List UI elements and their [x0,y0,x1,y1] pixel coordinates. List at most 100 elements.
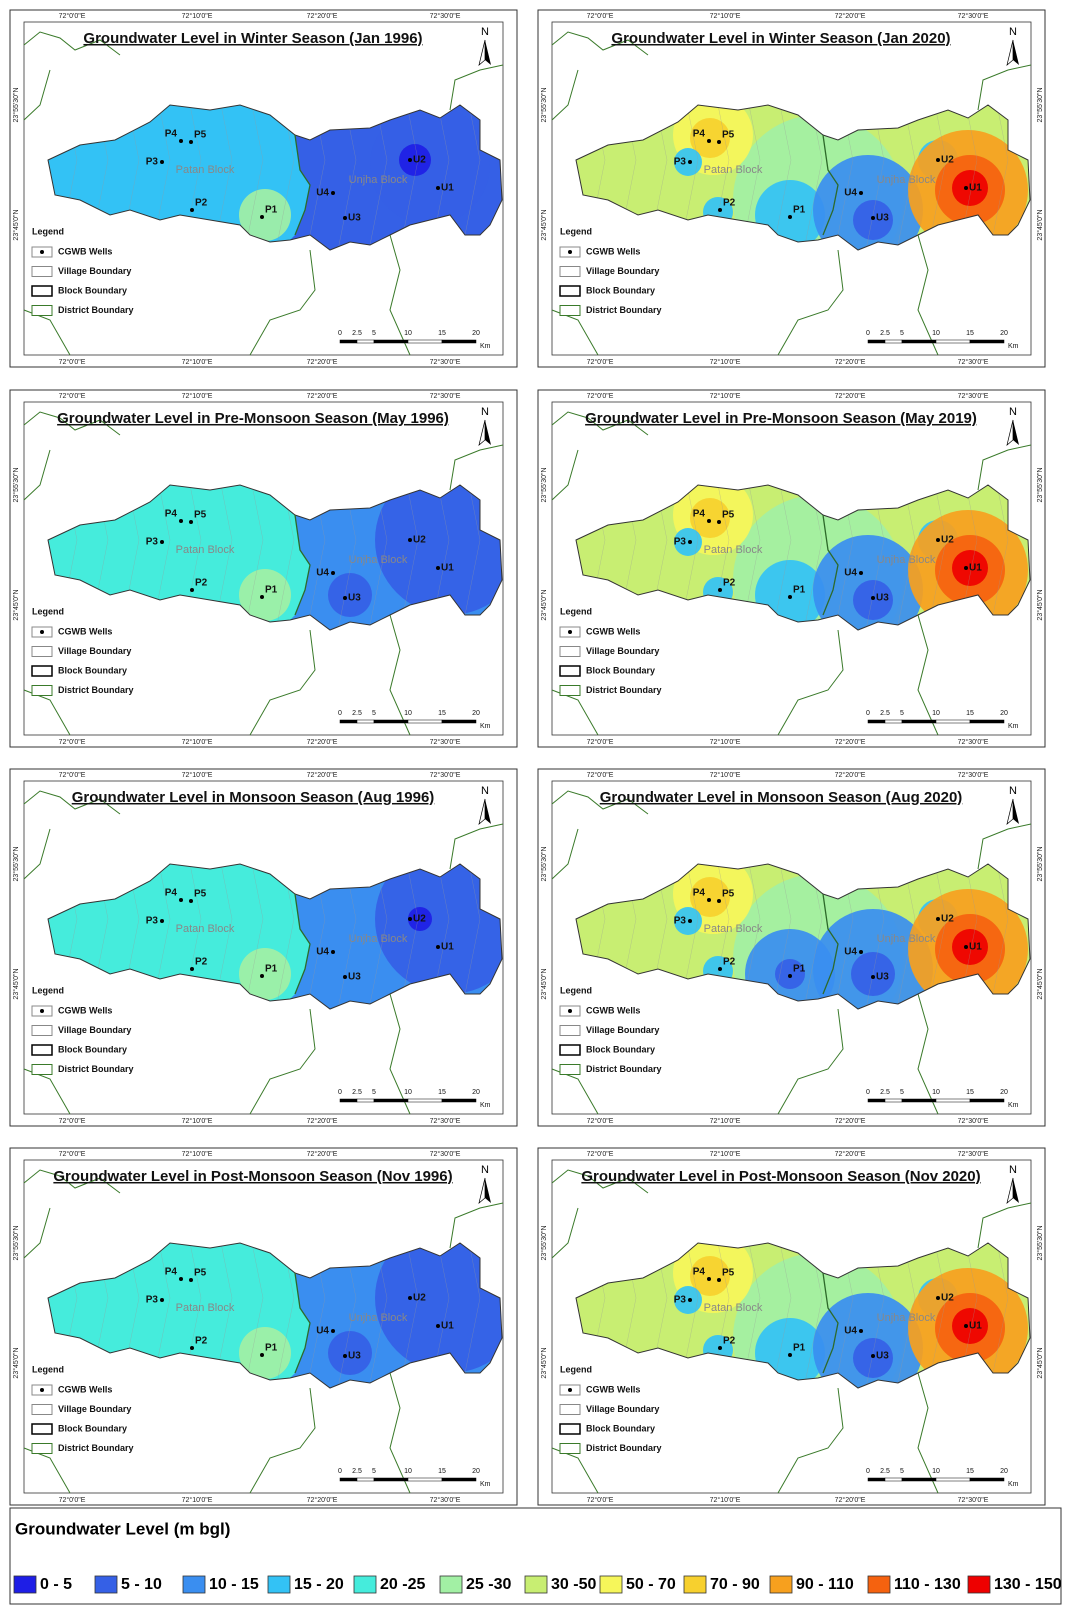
scale-unit: Km [480,1102,491,1109]
well-dot [717,899,721,903]
well-label: U1 [441,942,454,953]
scale-label: 0 [338,330,342,337]
block-label: Patan Block [176,923,235,935]
lon-label: 72°10'0"E [710,12,741,20]
well-dot [436,1324,440,1328]
legend-dot [40,1388,44,1392]
well-dot [343,975,347,979]
scale-label: 0 [338,710,342,717]
scale-label: 20 [1000,1468,1008,1475]
legend-swatch [14,1576,36,1593]
block-label: Unjha Block [349,554,408,566]
well-dot [436,186,440,190]
legend-item: CGWB Wells [586,1005,640,1015]
well-label: P4 [693,1267,706,1278]
legend-item: Block Boundary [586,285,655,295]
legend-swatch [560,1065,580,1075]
scale-label: 10 [932,710,940,717]
legend-swatch [440,1576,462,1593]
scale-segment [868,1099,885,1102]
lon-label: 72°10'0"E [710,358,741,366]
lon-label: 72°30'0"E [958,738,989,746]
legend-title: Legend [32,226,64,236]
scale-segment [374,1099,408,1102]
scale-unit: Km [480,1481,491,1488]
scale-label: 10 [932,1468,940,1475]
scale-segment [340,1478,357,1481]
scale-segment [885,720,902,723]
legend-swatch [32,267,52,277]
scale-segment [936,1099,970,1102]
lon-label: 72°20'0"E [307,1496,338,1504]
well-dot [189,520,193,524]
lon-label: 72°20'0"E [835,392,866,400]
scale-segment [442,1099,476,1102]
well-label: U2 [941,914,954,925]
legend-swatch [32,647,52,657]
legend-item: District Boundary [58,1443,134,1453]
lat-label: 23°55'30"N [12,846,20,881]
block-label: Unjha Block [877,174,936,186]
lon-label: 72°20'0"E [307,1117,338,1125]
legend-swatch [560,666,580,676]
lat-label: 23°45'0"N [12,968,20,999]
lon-label: 72°10'0"E [710,771,741,779]
well-dot [707,898,711,902]
well-dot [331,191,335,195]
panel-title: Groundwater Level in Monsoon Season (Aug… [600,789,963,806]
well-label: P2 [195,1336,208,1347]
lon-label: 72°10'0"E [182,1117,213,1125]
legend-swatch [525,1576,547,1593]
scale-label: 20 [1000,710,1008,717]
panel-title: Groundwater Level in Post-Monsoon Season… [581,1168,980,1185]
legend-title: Legend [560,1364,592,1374]
scale-label: 15 [438,330,446,337]
well-dot [160,919,164,923]
scale-segment [902,340,936,343]
lon-label: 72°0'0"E [59,358,86,366]
north-label: N [1009,26,1017,38]
scale-label: 20 [472,710,480,717]
well-label: U4 [844,568,857,579]
lon-label: 72°10'0"E [182,12,213,20]
well-label: P4 [693,509,706,520]
well-label: P5 [722,1268,735,1279]
lon-label: 72°30'0"E [958,1150,989,1158]
well-label: U3 [876,1351,889,1362]
well-dot [717,1278,721,1282]
legend-label: 10 - 15 [209,1576,259,1593]
well-dot [936,538,940,542]
lon-label: 72°0'0"E [587,12,614,20]
lon-label: 72°0'0"E [587,392,614,400]
panel-title: Groundwater Level in Winter Season (Jan … [611,30,950,47]
panel-title: Groundwater Level in Pre-Monsoon Season … [585,410,977,427]
lon-label: 72°20'0"E [835,358,866,366]
well-label: P2 [723,198,736,209]
legend-item: Village Boundary [586,266,659,276]
well-label: P2 [195,198,208,209]
well-label: P2 [723,578,736,589]
well-label: P4 [165,129,178,140]
lon-label: 72°20'0"E [307,771,338,779]
scale-label: 10 [932,330,940,337]
block-label: Patan Block [176,164,235,176]
legend-swatch [684,1576,706,1593]
well-dot [436,566,440,570]
scale-segment [374,340,408,343]
legend-swatch [32,1444,52,1454]
scale-label: 20 [472,1468,480,1475]
block-label: Unjha Block [877,933,936,945]
well-dot [688,540,692,544]
well-dot [718,1346,722,1350]
legend-item: District Boundary [58,685,134,695]
scale-label: 2.5 [880,330,890,337]
well-label: U3 [348,1351,361,1362]
lon-label: 72°10'0"E [710,1117,741,1125]
well-label: P5 [194,130,207,141]
legend-label: 5 - 10 [121,1576,162,1593]
legend-swatch [354,1576,376,1593]
lon-label: 72°30'0"E [430,12,461,20]
block-label: Patan Block [704,923,763,935]
well-dot [859,950,863,954]
well-dot [788,1353,792,1357]
